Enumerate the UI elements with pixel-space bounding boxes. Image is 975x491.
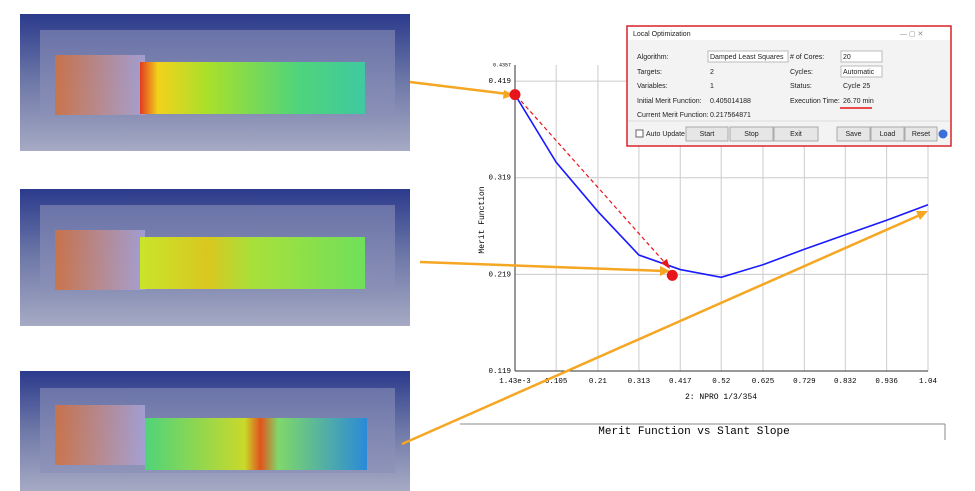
button-label[interactable]: Save <box>846 131 862 138</box>
x-tick-label: 0.105 <box>545 378 568 386</box>
arrow <box>409 80 509 96</box>
y-tick-label: 0.119 <box>488 368 511 376</box>
simulation-image <box>20 371 410 491</box>
y-tick-label: 0.319 <box>488 175 511 183</box>
x-tick-label: 1.04 <box>919 378 938 386</box>
y-tick-label: 0.419 <box>488 78 511 86</box>
field-value: Cycle 25 <box>843 83 870 90</box>
dialog: Local Optimization — ▢ ✕ Auto Update Alg… <box>626 25 952 147</box>
checkbox-label: Auto Update <box>646 131 685 138</box>
button[interactable] <box>773 126 819 142</box>
chart: Merit Function vs Slant Slope 2: NPRO 1/… <box>460 62 946 440</box>
annotations <box>401 80 928 446</box>
button-label[interactable]: Reset <box>912 131 930 138</box>
arrow-head <box>916 211 928 220</box>
field-value: 0.217564871 <box>710 112 751 119</box>
arrow-head <box>660 266 670 276</box>
arrow <box>401 213 921 446</box>
x-tick-label: 0.417 <box>669 378 692 386</box>
y-tick-label: 0.4357 <box>493 62 511 68</box>
x-axis-label: 2: NPRO 1/3/354 <box>685 393 757 402</box>
help-icon[interactable] <box>938 129 948 139</box>
data-line <box>514 94 929 279</box>
y-axis-label: Merit Function <box>478 186 487 253</box>
highlight-point <box>509 89 521 101</box>
y-tick-label: 0.219 <box>488 271 511 279</box>
arrow-head <box>661 259 670 269</box>
button[interactable] <box>870 126 905 142</box>
field-label: Status: <box>790 83 812 90</box>
field-value: Damped Least Squares <box>710 54 784 61</box>
dialog-title: Local Optimization <box>633 31 691 38</box>
simulation-image <box>20 189 410 326</box>
dropdown[interactable] <box>840 65 883 78</box>
x-tick-label: 1.43e-3 <box>499 378 531 386</box>
chart-title: Merit Function vs Slant Slope <box>598 426 789 438</box>
field-value: 2 <box>710 69 714 76</box>
field-label: Variables: <box>637 83 668 90</box>
button-label[interactable]: Start <box>700 131 715 138</box>
arrow-head <box>503 90 514 99</box>
field-value: Automatic <box>843 69 875 76</box>
field-value: 1 <box>710 83 714 90</box>
dashed-arrow <box>520 100 667 265</box>
dropdown[interactable] <box>840 50 883 63</box>
button-label[interactable]: Stop <box>744 131 759 138</box>
button-label[interactable]: Exit <box>790 131 802 138</box>
window-controls[interactable]: — ▢ ✕ <box>900 31 923 38</box>
field-label: Execution Time: <box>790 98 840 105</box>
x-tick-label: 0.52 <box>712 378 730 386</box>
field-label: Current Merit Function: <box>637 112 709 119</box>
button[interactable] <box>904 126 938 142</box>
field-value: 20 <box>843 54 851 61</box>
button[interactable] <box>729 126 774 142</box>
x-tick-label: 0.729 <box>793 378 816 386</box>
x-tick-label: 0.625 <box>752 378 775 386</box>
dropdown[interactable] <box>707 50 789 63</box>
field-label: Algorithm: <box>637 54 669 61</box>
x-tick-label: 0.21 <box>589 378 608 386</box>
field-label: Targets: <box>637 69 662 76</box>
highlight-point <box>666 269 678 281</box>
x-tick-label: 0.313 <box>628 378 651 386</box>
arrow <box>419 260 665 273</box>
checkbox[interactable] <box>635 129 644 138</box>
field-label: # of Cores: <box>790 54 824 61</box>
simulation-image <box>20 14 410 151</box>
field-label: Cycles: <box>790 69 813 76</box>
x-tick-label: 0.832 <box>834 378 857 386</box>
button[interactable] <box>685 126 729 142</box>
button[interactable] <box>836 126 871 142</box>
field-value: 0.405014188 <box>710 98 751 105</box>
field-label: Initial Merit Function: <box>637 98 702 105</box>
x-tick-label: 0.936 <box>875 378 898 386</box>
button-label[interactable]: Load <box>880 131 896 138</box>
field-value: 26.70 min <box>843 98 874 105</box>
